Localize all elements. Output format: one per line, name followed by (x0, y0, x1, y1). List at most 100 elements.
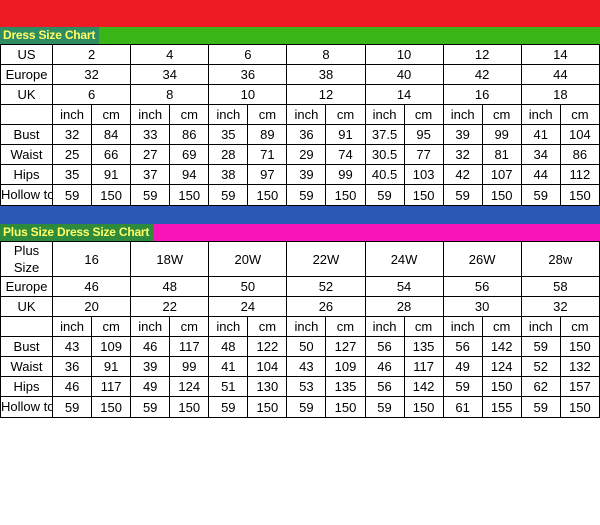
cell-hips-3: 94 (169, 164, 210, 185)
unit-cm-2: cm (247, 104, 288, 125)
cell-plus-europe-6: 58 (520, 276, 600, 297)
plus-unit-cm-2: cm (247, 316, 288, 337)
cell-plus-hollow-0: 59 (52, 396, 93, 418)
cell-plus-uk-6: 32 (520, 296, 600, 317)
cell-bust-13: 104 (559, 124, 600, 145)
cell-plus-bust-12: 59 (520, 336, 561, 357)
cell-plus-hips-1: 117 (91, 376, 132, 397)
cell-waist-11: 81 (481, 144, 522, 165)
plus-size-chart-title: Plus Size Dress Size Chart (0, 224, 154, 241)
cell-us-3: 8 (286, 44, 366, 65)
cell-hips-2: 37 (130, 164, 171, 185)
cell-bust-11: 99 (481, 124, 522, 145)
unit-inch-3: inch (286, 104, 327, 125)
cell-europe-6: 44 (520, 64, 600, 85)
cell-waist-5: 71 (247, 144, 288, 165)
plus-unit-row-spacer (0, 316, 54, 337)
table-row-plus-hips: Hips 46 117 49 124 51 130 53 135 56 142 … (0, 376, 600, 397)
unit-cm-5: cm (481, 104, 522, 125)
cell-plus-hips-3: 124 (169, 376, 210, 397)
cell-hips-7: 99 (325, 164, 366, 185)
dress-size-chart-banner: Dress Size Chart (0, 27, 600, 44)
row-label-hips: Hips (0, 164, 54, 185)
cell-plus-2: 20W (208, 241, 288, 277)
unit-cm-6: cm (559, 104, 600, 125)
cell-plus-waist-5: 104 (247, 356, 288, 377)
cell-bust-12: 41 (520, 124, 561, 145)
cell-hips-6: 39 (286, 164, 327, 185)
cell-uk-1: 8 (130, 84, 210, 105)
plus-size-table: Plus Size 16 18W 20W 22W 24W 26W 28w Eur… (0, 241, 600, 418)
cell-europe-5: 42 (442, 64, 522, 85)
cell-plus-hips-9: 142 (403, 376, 444, 397)
cell-plus-hips-11: 150 (481, 376, 522, 397)
unit-row-spacer (0, 104, 54, 125)
cell-hollow-9: 150 (403, 184, 444, 206)
cell-bust-10: 39 (442, 124, 483, 145)
table-row-plus-europe: Europe 46 48 50 52 54 56 58 (0, 276, 600, 297)
cell-uk-4: 14 (364, 84, 444, 105)
cell-plus-bust-13: 150 (559, 336, 600, 357)
cell-plus-4: 24W (364, 241, 444, 277)
cell-plus-bust-9: 135 (403, 336, 444, 357)
table-row-plus-bust: Bust 43 109 46 117 48 122 50 127 56 135 … (0, 336, 600, 357)
row-label-waist: Waist (0, 144, 54, 165)
cell-plus-waist-1: 91 (91, 356, 132, 377)
cell-plus-3: 22W (286, 241, 366, 277)
cell-plus-hollow-10: 61 (442, 396, 483, 418)
cell-plus-hollow-9: 150 (403, 396, 444, 418)
cell-europe-2: 36 (208, 64, 288, 85)
table-row-plus-waist: Waist 36 91 39 99 41 104 43 109 46 117 4… (0, 356, 600, 377)
cell-waist-1: 66 (91, 144, 132, 165)
cell-hollow-2: 59 (130, 184, 171, 206)
plus-unit-inch-2: inch (208, 316, 249, 337)
cell-hollow-12: 59 (520, 184, 561, 206)
cell-plus-waist-7: 109 (325, 356, 366, 377)
cell-plus-hips-12: 62 (520, 376, 561, 397)
table-row-uk: UK 6 8 10 12 14 16 18 (0, 84, 600, 105)
cell-plus-hips-2: 49 (130, 376, 171, 397)
cell-waist-8: 30.5 (364, 144, 405, 165)
cell-hips-1: 91 (91, 164, 132, 185)
cell-waist-6: 29 (286, 144, 327, 165)
cell-bust-5: 89 (247, 124, 288, 145)
row-label-plus-uk: UK (0, 296, 54, 317)
cell-europe-4: 40 (364, 64, 444, 85)
unit-inch-5: inch (442, 104, 483, 125)
cell-plus-bust-5: 122 (247, 336, 288, 357)
cell-waist-7: 74 (325, 144, 366, 165)
plus-unit-inch-3: inch (286, 316, 327, 337)
cell-hips-9: 103 (403, 164, 444, 185)
plus-size-chart-banner: Plus Size Dress Size Chart (0, 224, 600, 241)
cell-us-6: 14 (520, 44, 600, 65)
cell-waist-13: 86 (559, 144, 600, 165)
cell-uk-6: 18 (520, 84, 600, 105)
cell-uk-0: 6 (52, 84, 132, 105)
cell-plus-bust-2: 46 (130, 336, 171, 357)
cell-hollow-3: 150 (169, 184, 210, 206)
cell-plus-uk-3: 26 (286, 296, 366, 317)
cell-hollow-10: 59 (442, 184, 483, 206)
cell-plus-hollow-8: 59 (364, 396, 405, 418)
cell-hips-0: 35 (52, 164, 93, 185)
cell-plus-europe-2: 50 (208, 276, 288, 297)
unit-inch-2: inch (208, 104, 249, 125)
cell-waist-0: 25 (52, 144, 93, 165)
cell-hips-4: 38 (208, 164, 249, 185)
cell-waist-10: 32 (442, 144, 483, 165)
table-row-hollow: Hollow to Floor 59 150 59 150 59 150 59 … (0, 184, 600, 206)
cell-bust-7: 91 (325, 124, 366, 145)
cell-europe-1: 34 (130, 64, 210, 85)
cell-hollow-7: 150 (325, 184, 366, 206)
cell-plus-hollow-11: 155 (481, 396, 522, 418)
dress-size-table: US 2 4 6 8 10 12 14 Europe 32 34 36 38 4… (0, 44, 600, 206)
cell-hollow-0: 59 (52, 184, 93, 206)
blue-separator-banner (0, 206, 600, 224)
cell-europe-0: 32 (52, 64, 132, 85)
cell-plus-waist-8: 46 (364, 356, 405, 377)
row-label-plus-hips: Hips (0, 376, 54, 397)
plus-unit-cm-6: cm (559, 316, 600, 337)
cell-hollow-6: 59 (286, 184, 327, 206)
cell-hips-5: 97 (247, 164, 288, 185)
